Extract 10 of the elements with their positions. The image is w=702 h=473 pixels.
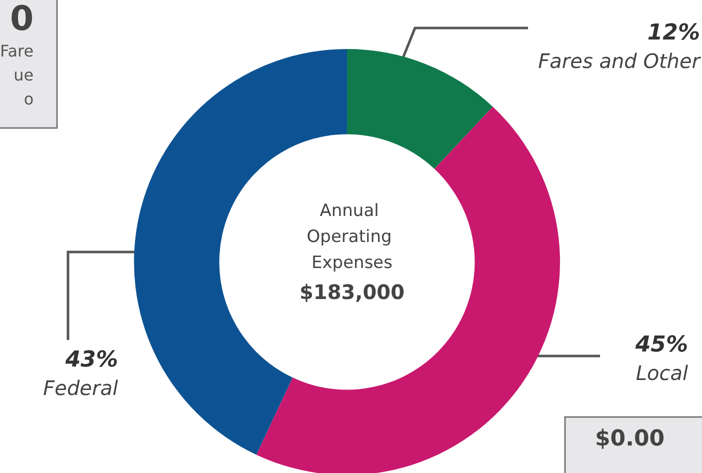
text: $0.00 xyxy=(594,426,665,452)
text: $183,000 xyxy=(299,280,405,304)
text: 0 Fare ue o xyxy=(0,0,34,108)
data-label: 12% xyxy=(647,20,700,46)
data-label: 45% xyxy=(634,332,688,358)
slice-label: Federal xyxy=(43,376,118,400)
slice-label: Fares and Other xyxy=(538,49,702,73)
data-label: 43% xyxy=(64,348,118,372)
text: Annual Operating Expenses xyxy=(306,201,398,273)
slice-label: Local xyxy=(636,361,688,385)
